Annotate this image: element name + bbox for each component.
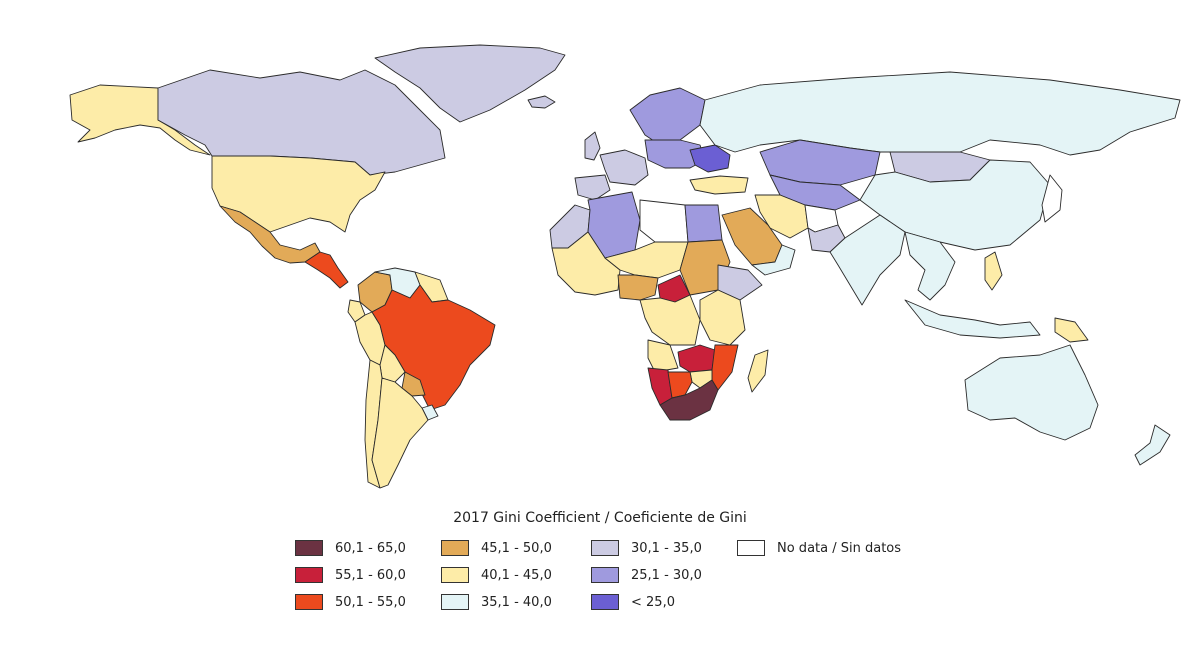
region-zambia: [677, 344, 716, 373]
legend-label: 30,1 - 35,0: [631, 540, 702, 556]
region-botswana: [667, 371, 693, 399]
region-eastern-europe: [689, 144, 731, 173]
region-central-america: [304, 251, 349, 289]
region-congo: [639, 294, 701, 346]
region-mozambique: [711, 344, 739, 391]
legend-swatch: [591, 594, 619, 610]
region-canada: [157, 69, 446, 176]
legend-swatch: [441, 567, 469, 583]
region-argentina: [371, 377, 429, 489]
region-greenland: [374, 44, 566, 123]
region-japan: [1041, 174, 1063, 223]
legend-item: No data / Sin datos: [737, 538, 901, 558]
legend: 60,1 - 65,0 55,1 - 60,0 50,1 - 55,0 45,1…: [295, 538, 935, 618]
region-turkey: [689, 175, 749, 195]
legend-label: 55,1 - 60,0: [335, 567, 406, 583]
region-western-europe: [599, 149, 649, 186]
legend-swatch: [591, 540, 619, 556]
region-papua: [1054, 317, 1089, 343]
region-east-africa: [699, 289, 746, 346]
legend-item: 25,1 - 30,0: [591, 565, 702, 585]
region-nigeria: [617, 274, 659, 301]
legend-label: 60,1 - 65,0: [335, 540, 406, 556]
region-uk: [584, 131, 601, 161]
legend-label: 50,1 - 55,0: [335, 594, 406, 610]
legend-item: < 25,0: [591, 592, 675, 612]
region-southeast-asia: [904, 231, 956, 301]
legend-item: 45,1 - 50,0: [441, 538, 552, 558]
legend-label: No data / Sin datos: [777, 540, 902, 556]
legend-swatch: [441, 540, 469, 556]
region-egypt: [684, 204, 723, 243]
legend-label: < 25,0: [631, 594, 675, 610]
region-iceland: [527, 95, 556, 109]
region-india: [829, 214, 906, 306]
region-libya: [639, 199, 689, 243]
region-paraguay: [401, 371, 426, 397]
legend-swatch: [295, 540, 323, 556]
legend-swatch: [295, 567, 323, 583]
map-title: 2017 Gini Coefficient / Coeficiente de G…: [453, 510, 747, 526]
region-yemen-oman: [751, 244, 796, 276]
legend-swatch: [295, 594, 323, 610]
region-south-africa: [659, 379, 719, 421]
region-madagascar: [747, 349, 769, 393]
legend-item: 60,1 - 65,0: [295, 538, 406, 558]
legend-item: 30,1 - 35,0: [591, 538, 702, 558]
region-indonesia: [904, 299, 1041, 339]
region-iberia: [574, 174, 611, 201]
legend-swatch: [441, 594, 469, 610]
legend-label: 40,1 - 45,0: [481, 567, 552, 583]
region-new-zealand: [1134, 424, 1171, 466]
legend-item: 40,1 - 45,0: [441, 565, 552, 585]
region-iran: [754, 194, 809, 239]
legend-swatch: [737, 540, 765, 556]
legend-item: 35,1 - 40,0: [441, 592, 552, 612]
legend-label: 35,1 - 40,0: [481, 594, 552, 610]
legend-label: 25,1 - 30,0: [631, 567, 702, 583]
legend-item: 50,1 - 55,0: [295, 592, 406, 612]
legend-swatch: [591, 567, 619, 583]
region-australia: [964, 344, 1099, 441]
region-ethiopia: [717, 264, 763, 301]
world-map: [69, 44, 1181, 489]
legend-label: 45,1 - 50,0: [481, 540, 552, 556]
legend-item: 55,1 - 60,0: [295, 565, 406, 585]
region-scandinavia: [629, 87, 706, 146]
region-philippines: [984, 251, 1003, 291]
region-russia: [699, 71, 1181, 156]
